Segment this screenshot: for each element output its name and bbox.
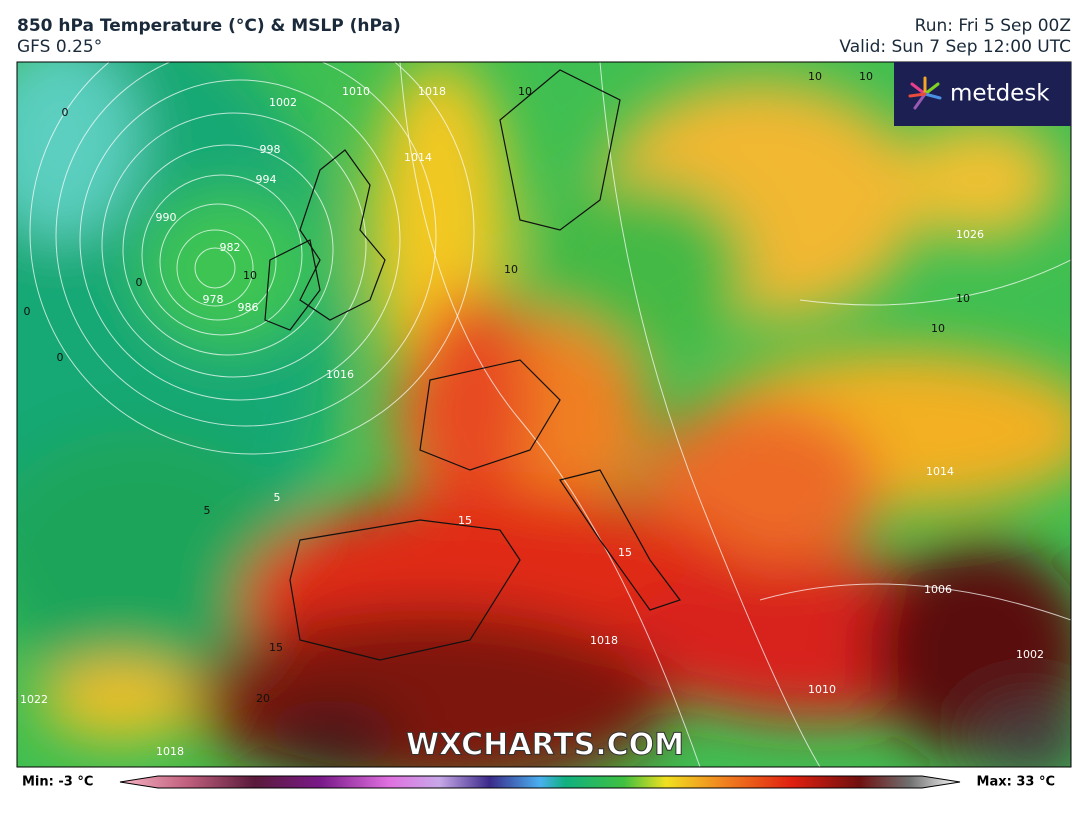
colorbar: Min: -3 °C Max: 33 °C xyxy=(22,775,1055,790)
logo: metdesk xyxy=(950,81,1050,107)
contour-label: 20 xyxy=(256,692,270,705)
colorbar-ramp xyxy=(119,775,961,789)
contour-label: 5 xyxy=(204,504,211,517)
contour-label: 994 xyxy=(256,173,277,186)
contour-label: 10 xyxy=(859,70,873,83)
contour-label: 1018 xyxy=(590,634,618,647)
contour-label: 986 xyxy=(238,301,259,314)
map: WXCHARTS.COM 1002 998 994 990 982 978 986 10 0 0 0… xyxy=(17,62,1071,767)
contour-label: 5 xyxy=(274,491,281,504)
valid: Valid: Sun 7 Sep 12:00 UTC xyxy=(839,37,1071,57)
run: Run: Fri 5 Sep 00Z xyxy=(915,16,1071,36)
logo-box: metdesk xyxy=(894,62,1071,126)
contour-label: 0 xyxy=(136,276,143,289)
contour-label: 15 xyxy=(458,514,472,527)
contour-label: 1002 xyxy=(269,96,297,109)
contour-label: 978 xyxy=(203,293,224,306)
contour-label: 15 xyxy=(618,546,632,559)
contour-label: 10 xyxy=(956,292,970,305)
contour-label: 10 xyxy=(243,269,257,282)
contour-label: 10 xyxy=(518,85,532,98)
watermark: WXCHARTS.COM xyxy=(406,728,684,763)
contour-label: 0 xyxy=(62,106,69,119)
contour-label: 1018 xyxy=(156,745,184,758)
contour-label: 0 xyxy=(57,351,64,364)
contour-label: 1010 xyxy=(342,85,370,98)
map-frame xyxy=(16,61,1072,768)
contour-label: 1010 xyxy=(808,683,836,696)
max-label: Max: 33 °C xyxy=(977,775,1055,790)
min-label: Min: -3 °C xyxy=(22,775,93,790)
contour-label: 10 xyxy=(931,322,945,335)
contour-label: 0 xyxy=(24,305,31,318)
contour-label: 10 xyxy=(808,70,822,83)
contour-label: 10 xyxy=(504,263,518,276)
contour-label: 998 xyxy=(260,143,281,156)
contour-label: 1016 xyxy=(326,368,354,381)
contour-label: 1022 xyxy=(20,693,48,706)
contour-label: 1018 xyxy=(418,85,446,98)
contour-label: 1014 xyxy=(404,151,432,164)
contour-label: 1014 xyxy=(926,465,954,478)
contour-label: 990 xyxy=(156,211,177,224)
contour-label: 15 xyxy=(269,641,283,654)
model: GFS 0.25° xyxy=(17,37,102,57)
contour-label: 1002 xyxy=(1016,648,1044,661)
contour-label: 982 xyxy=(220,241,241,254)
contour-label: 1026 xyxy=(956,228,984,241)
contour-label: 1006 xyxy=(924,583,952,596)
title: 850 hPa Temperature (°C) & MSLP (hPa) xyxy=(17,16,401,36)
